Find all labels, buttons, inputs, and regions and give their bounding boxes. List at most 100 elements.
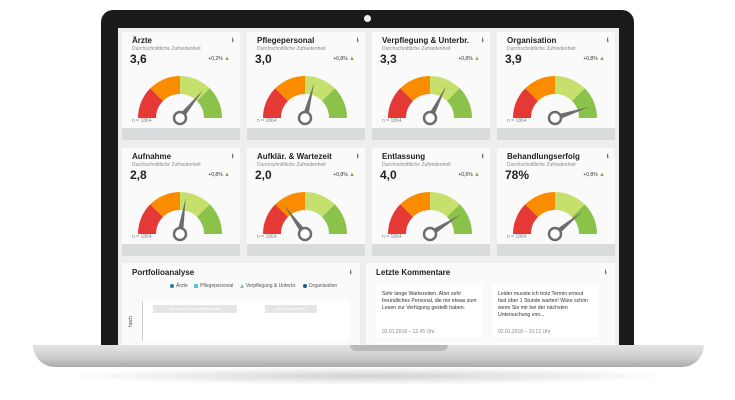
gauge-chart xyxy=(263,192,347,242)
camera-icon xyxy=(364,15,371,22)
laptop-base xyxy=(33,345,704,367)
gauge-segment xyxy=(263,204,288,234)
gauge-segment xyxy=(305,192,335,217)
gauge-chart xyxy=(138,192,222,242)
gauge-hub xyxy=(172,226,188,242)
zone-urgent: dringender Handlungsbedarf xyxy=(153,305,237,313)
card-title: Aufnahme xyxy=(132,152,172,161)
download-icon[interactable]: ⭳ xyxy=(356,37,359,44)
legend-label: Ärzte xyxy=(176,283,188,289)
triangle-up-icon: ▲ xyxy=(224,56,230,62)
gauge-hub xyxy=(172,110,188,126)
download-icon[interactable]: ⭳ xyxy=(356,153,359,160)
legend-label: Organisation xyxy=(308,283,338,289)
card-title: Verpflegung & Unterbr. xyxy=(382,36,470,45)
card-subtitle: Durchschnittliche Zufriedenheit xyxy=(507,46,576,52)
kpi-card: Verpflegung & Unterbr. Durchschnittliche … xyxy=(372,32,490,233)
sample-size: n = 1864 xyxy=(257,234,277,240)
gauge-segment xyxy=(197,88,222,118)
download-icon[interactable]: ⭳ xyxy=(231,37,234,44)
sample-size: n = 1864 xyxy=(507,234,527,240)
card-title: Entlassung xyxy=(382,152,426,161)
dashboard-screen: Ärzte Durchschnittliche Zufriedenheit ⭳ 3,6… xyxy=(118,28,619,345)
sample-size: n = 1864 xyxy=(257,118,277,124)
more-button[interactable]: mehr anzeigen xyxy=(497,244,615,345)
card-value: 3,9 xyxy=(505,52,522,66)
card-subtitle: Durchschnittliche Zufriedenheit xyxy=(507,162,576,168)
download-icon[interactable]: ⭳ xyxy=(606,153,609,160)
laptop-frame: Ärzte Durchschnittliche Zufriedenheit ⭳ 3,6… xyxy=(101,10,634,353)
sample-size: n = 1864 xyxy=(382,118,402,124)
comment-card[interactable]: Sehr lange Wartezeiten. Aber sehr freund… xyxy=(376,285,483,337)
legend-item: Pflegepersonal xyxy=(194,283,233,289)
comments-panel: Letzte Kommentare ⭳ Sehr lange Wartezeit… xyxy=(366,263,615,345)
gauge-segment xyxy=(150,76,180,101)
gauge-segment xyxy=(180,76,210,101)
card-title: Pflegepersonal xyxy=(257,36,315,45)
triangle-icon xyxy=(239,283,244,288)
download-icon[interactable]: ⭳ xyxy=(349,269,352,276)
gauge-chart xyxy=(513,192,597,242)
sample-size: n = 1864 xyxy=(132,118,152,124)
trend-value: +0,8% xyxy=(458,56,473,62)
gauge-segment xyxy=(275,76,305,101)
card-value: 4,0 xyxy=(380,168,397,182)
trend-value: +0,2% xyxy=(208,56,223,62)
gauge-segment xyxy=(180,192,210,217)
gauge-segment xyxy=(150,192,180,217)
more-button[interactable]: mehr anzeigen xyxy=(372,128,490,233)
zone-keep: nicht nachlassen xyxy=(265,305,317,313)
triangle-up-icon: ▲ xyxy=(474,172,480,178)
gauge-chart xyxy=(138,76,222,126)
sample-size: n = 1864 xyxy=(132,234,152,240)
triangle-up-icon: ▲ xyxy=(599,172,605,178)
card-value: 2,0 xyxy=(255,168,272,182)
gauge-segment xyxy=(138,204,163,234)
more-button[interactable]: mehr anzeigen xyxy=(247,128,365,233)
kpi-card: Behandlungserfolg Durchschnittliche Zufri… xyxy=(497,148,615,345)
card-subtitle: Durchschnittliche Zufriedenheit xyxy=(257,46,326,52)
gauge-chart xyxy=(388,192,472,242)
card-trend: +0,8% ▲ xyxy=(583,172,605,178)
card-subtitle: Durchschnittliche Zufriedenheit xyxy=(382,162,451,168)
comment-date: 02.01.2018 – 12.45 Uhr xyxy=(382,329,435,335)
card-subtitle: Durchschnittliche Zufriedenheit xyxy=(132,46,201,52)
gauge-hub xyxy=(422,110,438,126)
more-button[interactable]: mehr anzeigen xyxy=(247,244,365,345)
gauge-segment xyxy=(388,88,413,118)
gauge-segment xyxy=(322,88,347,118)
card-value: 3,6 xyxy=(130,52,147,66)
download-icon[interactable]: ⭳ xyxy=(606,37,609,44)
comment-text: Sehr lange Wartezeiten. Aber sehr freund… xyxy=(382,291,477,311)
gauge-segment xyxy=(447,204,472,234)
portfolio-panel: Portfolioanalyse ⭳ Ärzte Pflegepersonal … xyxy=(122,263,360,345)
more-button[interactable]: mehr anzeigen xyxy=(122,244,240,345)
more-button[interactable]: mehr anzeigen xyxy=(497,128,615,233)
more-button[interactable]: mehr anzeigen xyxy=(122,128,240,233)
triangle-up-icon: ▲ xyxy=(349,56,355,62)
download-icon[interactable]: ⭳ xyxy=(481,37,484,44)
trend-value: +0,8% xyxy=(583,56,598,62)
gauge-segment xyxy=(263,88,288,118)
download-icon[interactable]: ⭳ xyxy=(481,153,484,160)
download-icon[interactable]: ⭳ xyxy=(231,153,234,160)
legend-item: Ärzte xyxy=(170,283,188,289)
circle-icon xyxy=(302,283,307,288)
sample-size: n = 1864 xyxy=(382,234,402,240)
download-icon[interactable]: ⭳ xyxy=(604,269,607,276)
gauge-segment xyxy=(525,192,555,217)
comment-text: Leider musste ich trotz Termin erneut fa… xyxy=(498,291,588,318)
kpi-grid: Ärzte Durchschnittliche Zufriedenheit ⭳ 3,6… xyxy=(122,32,615,345)
card-trend: +0,8% ▲ xyxy=(333,172,355,178)
comment-card[interactable]: Leider musste ich trotz Termin erneut fa… xyxy=(492,285,599,337)
card-title: Aufklär. & Wartezeit xyxy=(257,152,332,161)
trend-value: +0,6% xyxy=(458,172,473,178)
more-button[interactable]: mehr anzeigen xyxy=(372,244,490,345)
gauge-hub xyxy=(422,226,438,242)
card-title: Organisation xyxy=(507,36,557,45)
gauge-segment xyxy=(322,204,347,234)
gauge-segment xyxy=(572,204,597,234)
card-title: Ärzte xyxy=(132,36,153,45)
gauge-needle xyxy=(177,198,186,235)
card-trend: +0,8% ▲ xyxy=(458,56,480,62)
